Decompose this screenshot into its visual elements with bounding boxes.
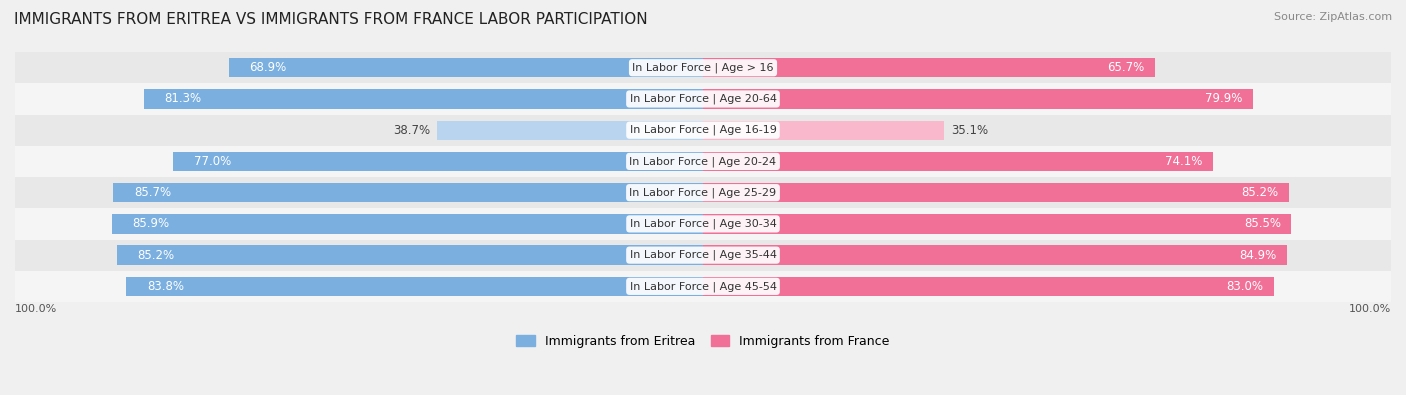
- Text: 85.7%: 85.7%: [134, 186, 172, 199]
- Legend: Immigrants from Eritrea, Immigrants from France: Immigrants from Eritrea, Immigrants from…: [512, 330, 894, 353]
- Bar: [703, 120, 945, 140]
- Text: 77.0%: 77.0%: [194, 155, 231, 168]
- Bar: [15, 271, 1391, 302]
- Bar: [15, 208, 1391, 239]
- Bar: [15, 146, 1391, 177]
- Text: In Labor Force | Age 20-64: In Labor Force | Age 20-64: [630, 94, 776, 104]
- Bar: [114, 183, 703, 202]
- Text: 100.0%: 100.0%: [15, 303, 58, 314]
- Bar: [15, 52, 1391, 83]
- Text: 85.2%: 85.2%: [1241, 186, 1279, 199]
- Bar: [173, 152, 703, 171]
- Bar: [703, 245, 1286, 265]
- Bar: [117, 245, 703, 265]
- Bar: [703, 183, 1289, 202]
- Bar: [15, 177, 1391, 208]
- Bar: [703, 214, 1291, 233]
- Text: 100.0%: 100.0%: [1348, 303, 1391, 314]
- Text: 85.5%: 85.5%: [1244, 217, 1281, 230]
- Text: 83.8%: 83.8%: [148, 280, 184, 293]
- Text: 84.9%: 84.9%: [1240, 248, 1277, 261]
- Text: 85.9%: 85.9%: [132, 217, 170, 230]
- Text: 83.0%: 83.0%: [1226, 280, 1264, 293]
- Bar: [703, 152, 1213, 171]
- Text: 38.7%: 38.7%: [392, 124, 430, 137]
- Bar: [127, 276, 703, 296]
- Text: 35.1%: 35.1%: [952, 124, 988, 137]
- Text: 68.9%: 68.9%: [250, 61, 287, 74]
- Text: In Labor Force | Age 45-54: In Labor Force | Age 45-54: [630, 281, 776, 292]
- Bar: [229, 58, 703, 77]
- Bar: [15, 239, 1391, 271]
- Text: In Labor Force | Age > 16: In Labor Force | Age > 16: [633, 62, 773, 73]
- Bar: [112, 214, 703, 233]
- Text: Source: ZipAtlas.com: Source: ZipAtlas.com: [1274, 12, 1392, 22]
- Text: In Labor Force | Age 35-44: In Labor Force | Age 35-44: [630, 250, 776, 260]
- Bar: [703, 276, 1274, 296]
- Text: 74.1%: 74.1%: [1166, 155, 1202, 168]
- Text: In Labor Force | Age 30-34: In Labor Force | Age 30-34: [630, 219, 776, 229]
- Text: IMMIGRANTS FROM ERITREA VS IMMIGRANTS FROM FRANCE LABOR PARTICIPATION: IMMIGRANTS FROM ERITREA VS IMMIGRANTS FR…: [14, 12, 648, 27]
- Text: 85.2%: 85.2%: [138, 248, 174, 261]
- Bar: [143, 89, 703, 109]
- Bar: [15, 115, 1391, 146]
- Text: In Labor Force | Age 25-29: In Labor Force | Age 25-29: [630, 187, 776, 198]
- Text: In Labor Force | Age 16-19: In Labor Force | Age 16-19: [630, 125, 776, 135]
- Bar: [437, 120, 703, 140]
- Bar: [703, 89, 1253, 109]
- Text: 65.7%: 65.7%: [1108, 61, 1144, 74]
- Text: 81.3%: 81.3%: [165, 92, 201, 105]
- Text: 79.9%: 79.9%: [1205, 92, 1243, 105]
- Text: In Labor Force | Age 20-24: In Labor Force | Age 20-24: [630, 156, 776, 167]
- Bar: [703, 58, 1154, 77]
- Bar: [15, 83, 1391, 115]
